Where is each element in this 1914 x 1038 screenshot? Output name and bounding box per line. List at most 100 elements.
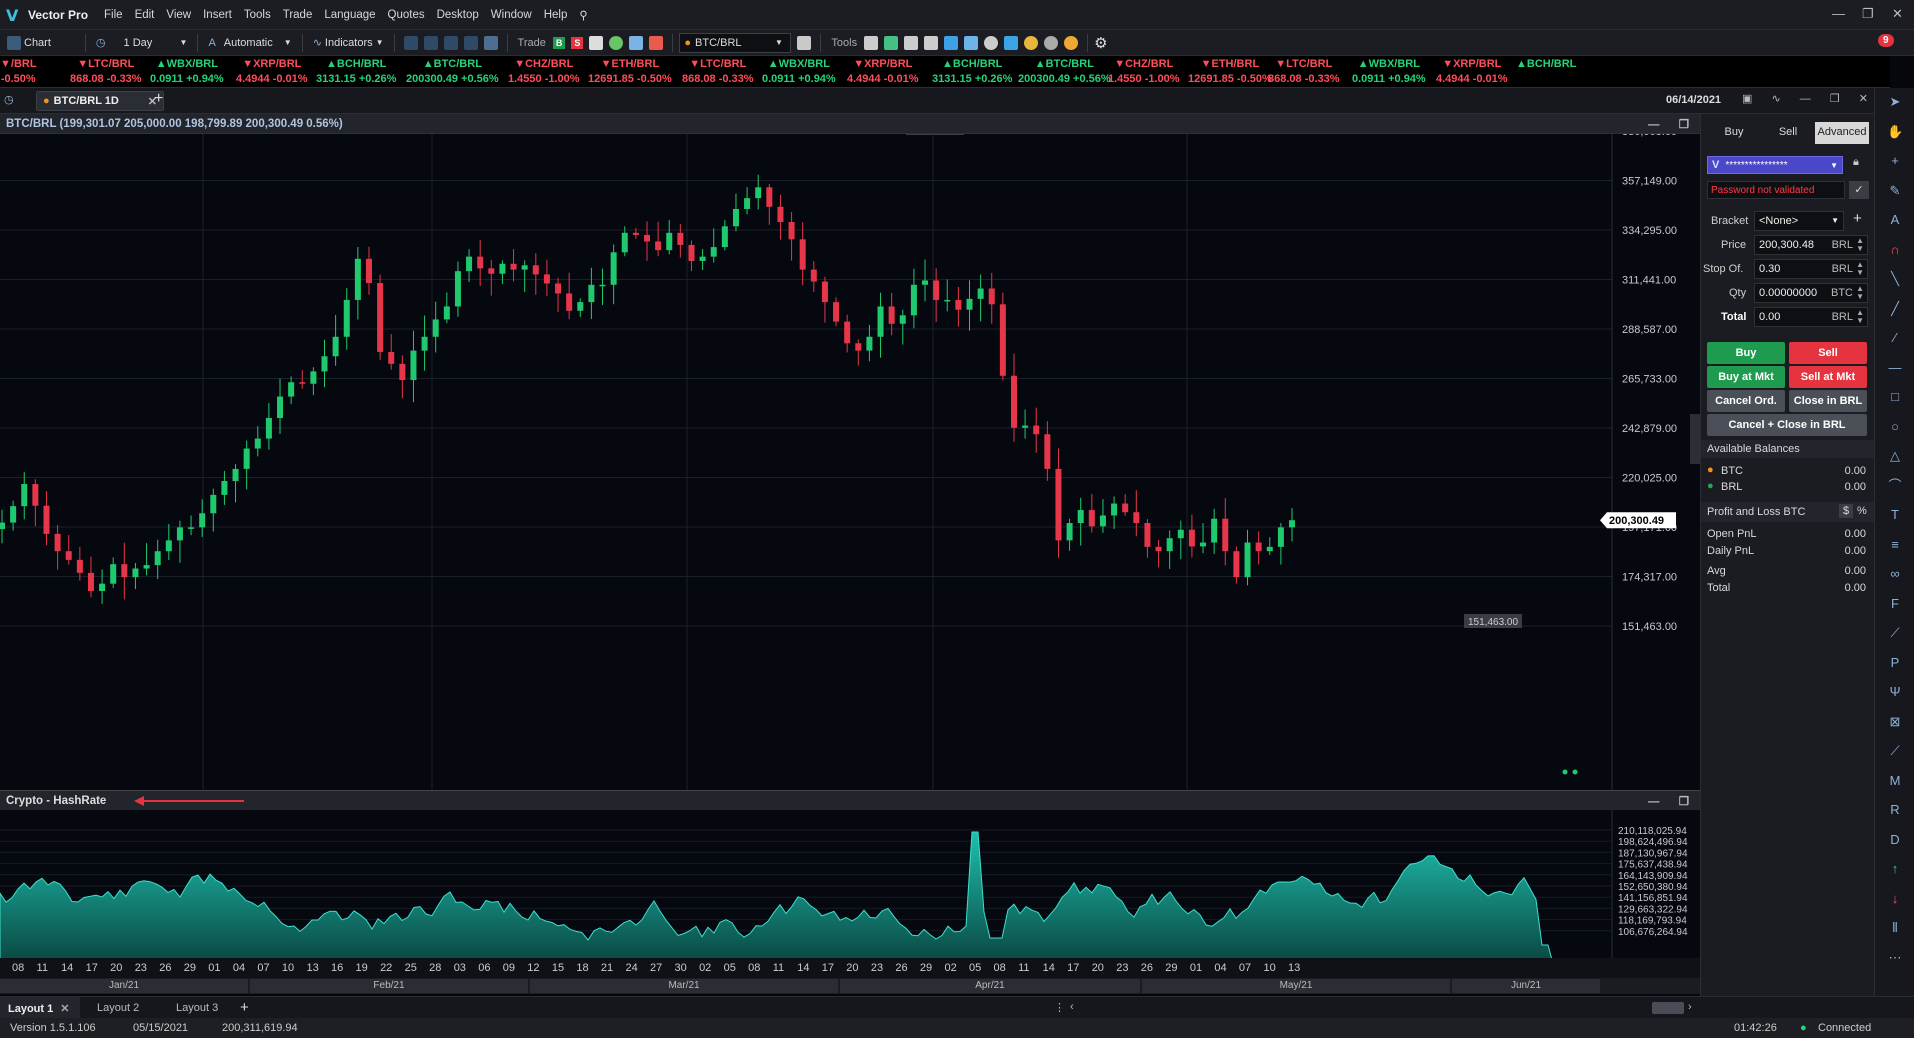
ticker-item[interactable]: ▲BTC/BRL 200300.49 +0.56% [1018,57,1111,87]
hashrate-chart-area[interactable]: 210,118,025.94 198,624,496.94 187,130,967.… [0,810,1700,960]
horizontal-line-icon[interactable]: — [1888,359,1902,375]
scroll-left-icon[interactable]: ‹ [1070,1001,1074,1013]
more-icon[interactable]: ⋮ [1054,1002,1065,1014]
rectangle-icon[interactable]: □ [1891,389,1899,404]
menu-file[interactable]: File [104,8,123,21]
menu-trade[interactable]: Trade [282,8,313,21]
text-box-icon[interactable]: A [1890,212,1900,227]
symbol-select[interactable]: ● BTC/BRL ▼ [679,32,792,53]
spinner-icon[interactable]: ▲ ▼ [1856,284,1864,301]
scroll-right-icon[interactable]: › [1688,1001,1692,1013]
currency-toggle-icon[interactable]: $ [1839,504,1854,518]
ray-icon[interactable]: ╱ [1891,300,1899,316]
menu-quotes[interactable]: Quotes [387,8,425,21]
measure-icon[interactable]: D [1890,831,1900,847]
order-list-icon[interactable] [589,35,604,50]
total-input[interactable]: 0.00 BRL ▲ ▼ [1754,307,1868,327]
search-icon[interactable]: ⚲ [579,7,588,22]
indicators-button[interactable]: ∿ Indicators ▼ [309,36,388,50]
buy-at-market-button[interactable]: Buy at Mkt [1707,366,1785,388]
tab-close-icon[interactable]: ✕ [147,95,157,108]
gear-icon[interactable]: ⚙ [1094,33,1108,52]
buy-badge[interactable]: B [552,36,566,49]
list-icon[interactable] [797,35,812,50]
tool-g-icon[interactable] [1004,35,1019,50]
book-icon[interactable] [649,35,664,50]
account-select[interactable]: V **************** ▼ [1707,156,1843,174]
interval-select[interactable]: ◷ 1 Day ▼ [92,36,192,49]
zoom-out-icon[interactable] [423,35,438,50]
ticker-item[interactable]: ▲WBX/BRL 0.0911 +0.94% [1352,57,1426,87]
percent-toggle-icon[interactable]: % [1857,505,1867,517]
qty-input[interactable]: 0.00000000 BTC ▲ ▼ [1754,283,1868,303]
spinner-icon[interactable]: ▲ ▼ [1856,236,1864,253]
ticker-item[interactable]: ▲BCH/BRL 3131.15 +0.26% [316,57,396,87]
elliott-icon[interactable]: R [1890,802,1900,817]
buy-button[interactable]: Buy [1707,342,1785,364]
ticker-item[interactable]: ▲WBX/BRL 0.0911 +0.94% [762,57,836,87]
spinner-icon[interactable]: ▲ ▼ [1856,260,1864,277]
add-tab-icon[interactable]: + [154,90,164,107]
arrow-down-icon[interactable]: ↓ [1891,890,1899,906]
menu-language[interactable]: Language [324,8,376,21]
ticker-item[interactable]: ▼XRP/BRL 4.4944 -0.01% [1436,57,1508,87]
pattern-icon[interactable]: M [1889,772,1901,788]
bars-icon[interactable]: ⦀ [1892,920,1898,935]
window-icons[interactable]: ▣ ∿ — ❐ ✕ [1742,93,1876,105]
arc-icon[interactable]: ⌒ [1888,477,1902,493]
cycle-icon[interactable]: ∞ [1890,566,1900,581]
hashrate-chart[interactable]: 210,118,025.94198,624,496.94187,130,967.… [0,810,1700,960]
magnet-icon[interactable]: ∩ [1890,241,1900,257]
tab-sell[interactable]: Sell [1778,126,1798,138]
price-input[interactable]: 200,300.48 BRL ▲ ▼ [1754,235,1868,255]
menu-desktop[interactable]: Desktop [436,8,479,21]
menu-view[interactable]: View [166,8,192,21]
price-chart[interactable]: 380,003.00 357,149.00 334,295.00 311,441.00… [0,134,1700,790]
tool-e-icon[interactable] [944,35,959,50]
hand-icon[interactable]: ✋ [1887,123,1904,139]
ticker-item[interactable]: ▼ETH/BRL 12691.85 -0.50% [588,57,672,87]
tool-h-icon[interactable] [1024,35,1039,50]
ticker-item[interactable]: ▼XRP/BRL 4.4944 -0.01% [847,57,919,87]
triangle-icon[interactable]: △ [1890,448,1900,463]
ticker-item[interactable]: ▼LTC/BRL 868.08 -0.33% [682,57,754,87]
ticker-item[interactable]: ▲BTC/BRL 200300.49 +0.56% [406,57,499,87]
tool-a-icon[interactable] [864,35,879,50]
confirm-password-button[interactable]: ✓ [1849,181,1869,199]
cursor-icon[interactable]: ➤ [1889,94,1901,109]
sell-at-market-button[interactable]: Sell at Mkt [1789,366,1867,388]
close-icon[interactable]: ✕ [1892,6,1903,21]
ticker-item[interactable]: ▼ETH/BRL 12691.85 -0.50% [1188,57,1272,87]
ticker-item[interactable]: ▼CHZ/BRL 1.4550 -1.00% [508,57,580,87]
fibonacci-icon[interactable]: F [1891,595,1899,611]
layout-tab-1[interactable]: Layout 1 ✕ [0,997,80,1019]
price-chart-area[interactable]: 380,003.00 357,149.00 334,295.00 311,441.00… [0,134,1700,790]
scale-select[interactable]: A Automatic ▼ [204,37,295,49]
close-icon[interactable]: ✕ [60,1003,70,1015]
layout-tab-3[interactable]: Layout 3 [176,1002,219,1014]
tool-c-icon[interactable] [904,35,919,50]
layout-tab-2[interactable]: Layout 2 [97,1002,140,1014]
tool-j-icon[interactable] [1064,35,1079,50]
pitchfork-icon[interactable]: Ψ [1889,684,1901,699]
ticker-item[interactable]: ▼XRP/BRL 4.4944 -0.01% [236,57,308,87]
pie-icon[interactable] [609,35,624,50]
restore-icon[interactable]: ❐ [1862,6,1874,21]
menu-window[interactable]: Window [490,8,532,21]
stop-offset-input[interactable]: 0.30 BRL ▲ ▼ [1754,259,1868,279]
more-tools-icon[interactable]: ⋯ [1888,949,1902,965]
zoom-in-icon[interactable] [403,35,418,50]
sell-badge[interactable]: S [571,36,584,49]
add-bracket-icon[interactable]: + [1853,210,1862,227]
text-icon[interactable]: T [1891,507,1899,522]
zoom-reset-icon[interactable] [463,35,478,50]
tab-buy[interactable]: Buy [1724,126,1744,138]
horizontal-scrollbar[interactable] [1652,1002,1684,1014]
ticker-item[interactable]: ▼LTC/BRL 868.08 -0.33% [1268,57,1340,87]
spinner-icon[interactable]: ▲ ▼ [1856,308,1864,325]
tool-i-icon[interactable] [1044,35,1059,50]
ticker-item[interactable]: ▼/BRL -0.50% [0,57,37,87]
menu-edit[interactable]: Edit [134,8,155,21]
zoom-fit-icon[interactable] [443,35,458,50]
close-position-button[interactable]: Close in BRL [1789,390,1867,412]
